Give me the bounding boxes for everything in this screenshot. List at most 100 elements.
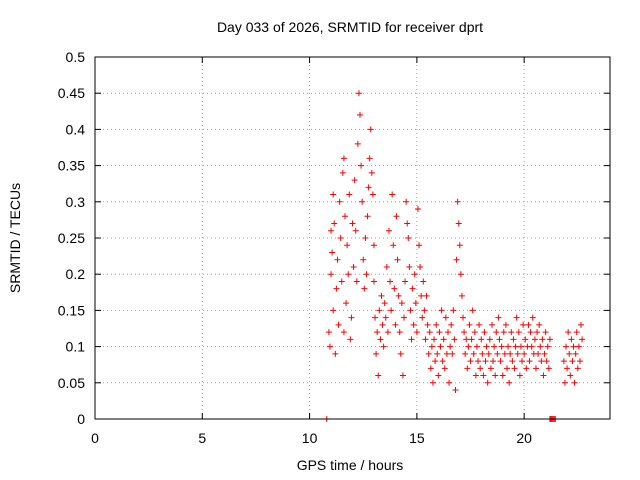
data-point [478, 336, 485, 343]
data-point [508, 329, 515, 336]
data-point [413, 329, 420, 336]
data-point [372, 314, 379, 321]
data-point [573, 329, 580, 336]
data-point [404, 220, 411, 227]
data-point [444, 329, 451, 336]
data-point [492, 372, 499, 379]
data-point [393, 213, 400, 220]
data-point [517, 343, 524, 350]
data-point [379, 321, 386, 328]
data-point [529, 314, 536, 321]
data-point [539, 336, 546, 343]
data-point [506, 379, 513, 386]
data-point [571, 379, 578, 386]
y-tick-label: 0 [77, 411, 85, 427]
data-point [439, 358, 446, 365]
data-point [420, 278, 427, 285]
data-point [495, 314, 502, 321]
data-point [408, 336, 415, 343]
data-point [426, 329, 433, 336]
data-point [515, 329, 522, 336]
data-point [412, 300, 419, 307]
data-point [335, 321, 342, 328]
x-tick-label: 5 [198, 430, 206, 446]
data-point [341, 213, 348, 220]
data-point [448, 321, 455, 328]
data-point [501, 350, 508, 357]
data-point [376, 307, 383, 314]
data-point [579, 336, 586, 343]
data-point [409, 285, 416, 292]
data-point [388, 307, 395, 314]
x-tick-label: 0 [91, 430, 99, 446]
y-tick-label: 0.4 [66, 121, 86, 137]
data-point [366, 155, 373, 162]
data-point [498, 343, 505, 350]
data-point [514, 350, 521, 357]
data-point [538, 358, 545, 365]
data-point [350, 263, 357, 270]
data-point [340, 329, 347, 336]
data-point [368, 169, 375, 176]
data-point [522, 336, 529, 343]
data-point [460, 314, 467, 321]
data-point [531, 336, 538, 343]
data-point [396, 329, 403, 336]
data-point [456, 242, 463, 249]
data-point [329, 249, 336, 256]
data-point [410, 321, 417, 328]
data-point [353, 278, 360, 285]
data-point [449, 350, 456, 357]
data-point [513, 314, 520, 321]
data-point [359, 198, 366, 205]
data-point [373, 350, 380, 357]
data-point [561, 379, 568, 386]
data-point [537, 343, 544, 350]
data-point [569, 358, 576, 365]
data-point [520, 321, 527, 328]
data-point [384, 329, 391, 336]
data-point [438, 307, 445, 314]
data-point [567, 372, 574, 379]
data-point [325, 329, 332, 336]
data-point [443, 350, 450, 357]
data-point [394, 256, 401, 263]
data-point [407, 307, 414, 314]
data-point [467, 358, 474, 365]
data-point [378, 292, 385, 299]
data-point [454, 198, 461, 205]
data-point [441, 365, 448, 372]
data-point [450, 307, 457, 314]
data-point [387, 278, 394, 285]
chart-title: Day 033 of 2026, SRMTID for receiver dpr… [217, 19, 483, 35]
data-point [375, 372, 382, 379]
data-point [374, 329, 381, 336]
data-point [494, 350, 501, 357]
data-point [330, 191, 337, 198]
data-point [532, 365, 539, 372]
x-tick-label: 10 [302, 430, 318, 446]
data-point [416, 242, 423, 249]
data-point [398, 300, 405, 307]
data-point [382, 314, 389, 321]
data-point [427, 365, 434, 372]
data-point [535, 350, 542, 357]
data-point [333, 285, 340, 292]
data-point [330, 307, 337, 314]
data-point [451, 336, 458, 343]
data-point [385, 227, 392, 234]
data-point [466, 321, 473, 328]
data-point [414, 206, 421, 213]
data-point [527, 329, 534, 336]
data-point [565, 329, 572, 336]
data-point [406, 263, 413, 270]
data-point [534, 329, 541, 336]
data-point [437, 343, 444, 350]
data-point [574, 365, 581, 372]
data-point [436, 329, 443, 336]
data-point [502, 321, 509, 328]
data-point [391, 285, 398, 292]
data-point [491, 343, 498, 350]
data-point [505, 343, 512, 350]
x-tick-label: 15 [409, 430, 425, 446]
